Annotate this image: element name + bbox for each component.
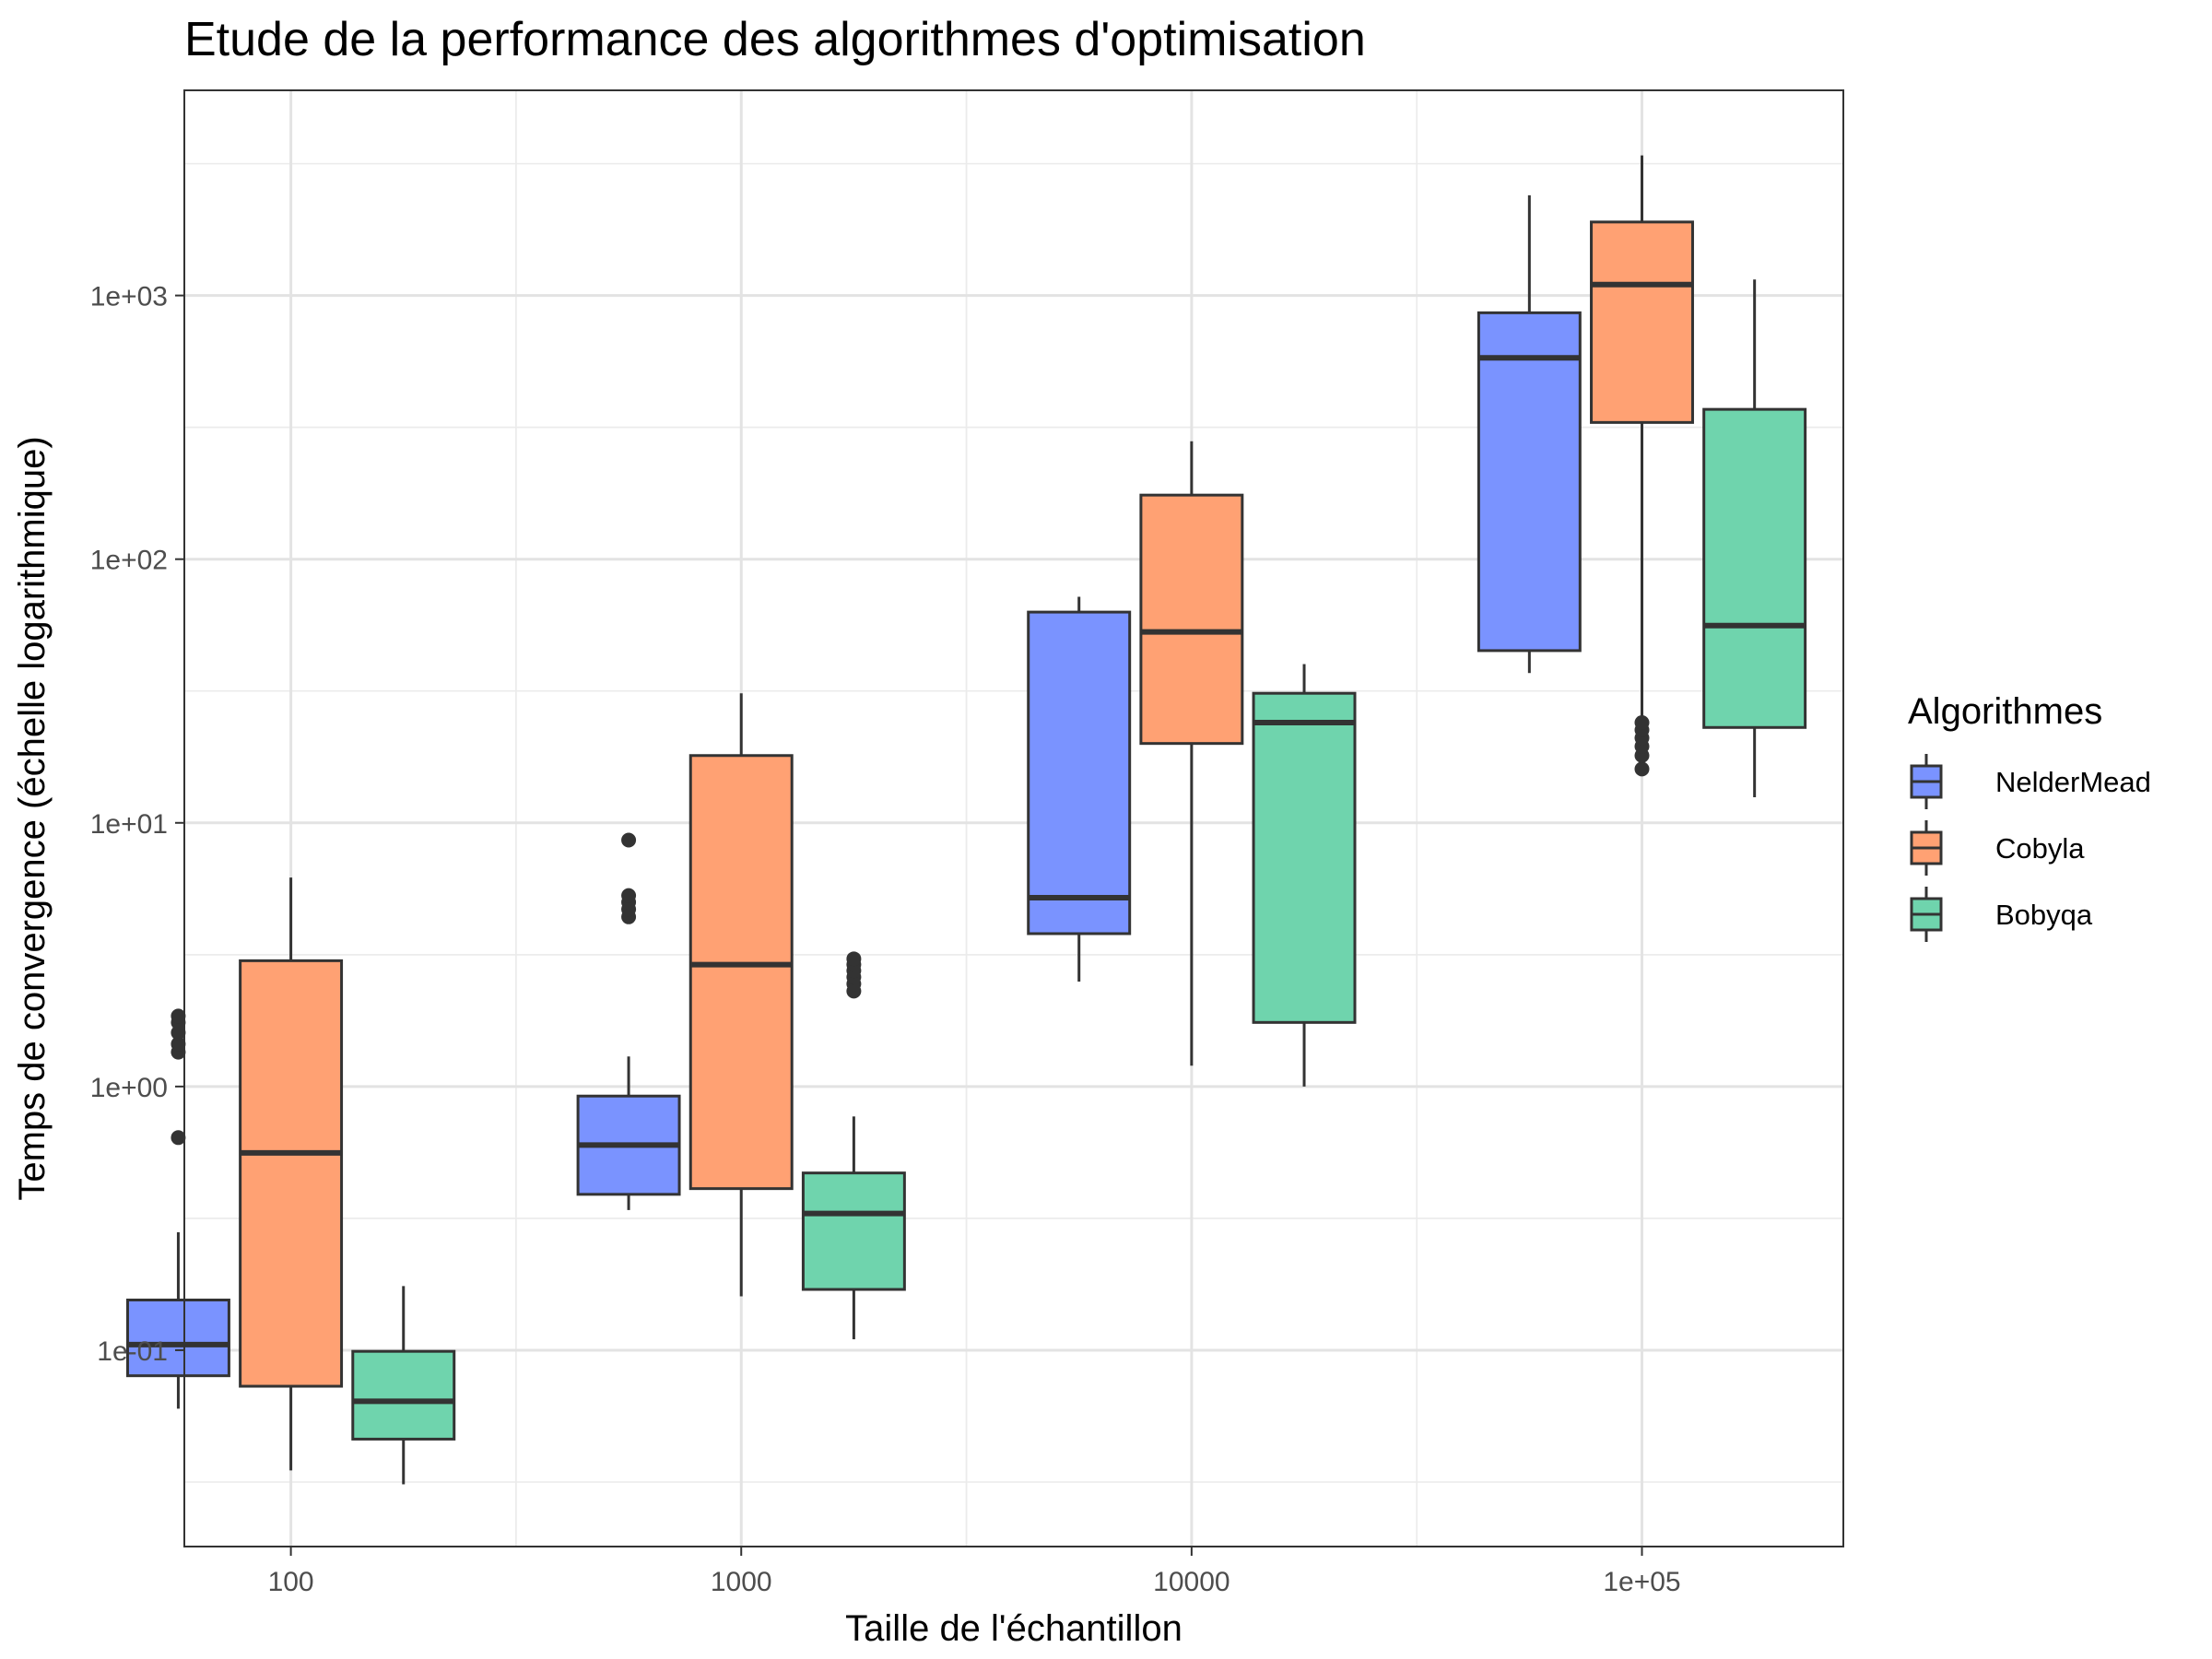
box-Bobyqa-100 bbox=[351, 1286, 456, 1485]
box-Cobyla-10000 bbox=[1139, 441, 1244, 1066]
outlier-point bbox=[621, 832, 637, 848]
x-tick-label: 100 bbox=[268, 1567, 314, 1597]
box-Bobyqa-1000 bbox=[801, 951, 906, 1340]
legend-label: Bobyqa bbox=[1995, 899, 2093, 931]
legend-item-Cobyla: Cobyla bbox=[1910, 820, 2085, 876]
plot-panel-border bbox=[183, 89, 1844, 1547]
outlier-point bbox=[621, 888, 637, 903]
x-tick-label: 1e+05 bbox=[1603, 1567, 1680, 1597]
y-tick-label: 1e+02 bbox=[90, 546, 168, 576]
legend-title: Algorithmes bbox=[1908, 691, 2102, 732]
box-iqr bbox=[1477, 311, 1582, 653]
series-Bobyqa bbox=[351, 279, 1807, 1485]
y-tick-label: 1e-01 bbox=[97, 1336, 168, 1367]
legend: Algorithmes NelderMead Cobyla Bobyqa bbox=[1908, 691, 2151, 942]
y-axis-title: Temps de convergence (échelle logarithmi… bbox=[12, 436, 53, 1200]
box-iqr bbox=[1027, 610, 1132, 935]
box-plots bbox=[125, 155, 1807, 1485]
axes: 100 1000 10000 1e+05 1e-01 1e+00 1e+01 1e+02 1e+… bbox=[90, 282, 1681, 1597]
box-Cobyla-100 bbox=[239, 877, 344, 1471]
box-iqr bbox=[1702, 407, 1807, 729]
legend-label: NelderMead bbox=[1995, 766, 2151, 798]
box-NelderMead-100000 bbox=[1477, 194, 1582, 674]
box-iqr bbox=[1139, 493, 1244, 746]
outlier-point bbox=[171, 1025, 186, 1041]
box-iqr bbox=[1252, 691, 1357, 1024]
y-tick-label: 1e+01 bbox=[90, 809, 168, 840]
box-iqr bbox=[1590, 220, 1694, 424]
box-NelderMead-10000 bbox=[1027, 596, 1132, 982]
chart-title: Etude de la performance des algorithmes … bbox=[184, 13, 1366, 66]
x-tick-label: 10000 bbox=[1153, 1567, 1230, 1597]
box-iqr bbox=[125, 1298, 230, 1378]
y-tick-label: 1e+00 bbox=[90, 1073, 168, 1103]
box-Bobyqa-100000 bbox=[1702, 279, 1807, 798]
box-iqr bbox=[239, 959, 344, 1388]
y-tick-label: 1e+03 bbox=[90, 282, 168, 312]
box-iqr bbox=[801, 1171, 906, 1291]
box-Cobyla-1000 bbox=[688, 693, 794, 1297]
box-NelderMead-100 bbox=[125, 1008, 230, 1409]
legend-item-Bobyqa: Bobyqa bbox=[1910, 887, 2093, 942]
outlier-point bbox=[171, 1130, 186, 1146]
box-iqr bbox=[688, 754, 794, 1191]
box-Bobyqa-10000 bbox=[1252, 664, 1357, 1087]
outlier-point bbox=[1634, 761, 1650, 777]
outlier-point bbox=[846, 951, 862, 967]
outlier-point bbox=[1634, 715, 1650, 731]
series-Cobyla bbox=[239, 155, 1694, 1471]
x-tick-label: 1000 bbox=[711, 1567, 772, 1597]
box-iqr bbox=[351, 1349, 456, 1441]
series-NelderMead bbox=[125, 194, 1582, 1409]
legend-items: NelderMead Cobyla Bobyqa bbox=[1910, 754, 2151, 942]
outlier-point bbox=[171, 1008, 186, 1024]
outlier-point bbox=[171, 1036, 186, 1052]
box-NelderMead-1000 bbox=[576, 832, 681, 1210]
legend-label: Cobyla bbox=[1995, 832, 2085, 865]
legend-item-NelderMead: NelderMead bbox=[1910, 754, 2151, 809]
x-axis-title: Taille de l'échantillon bbox=[845, 1608, 1182, 1649]
box-Cobyla-100000 bbox=[1590, 155, 1694, 777]
